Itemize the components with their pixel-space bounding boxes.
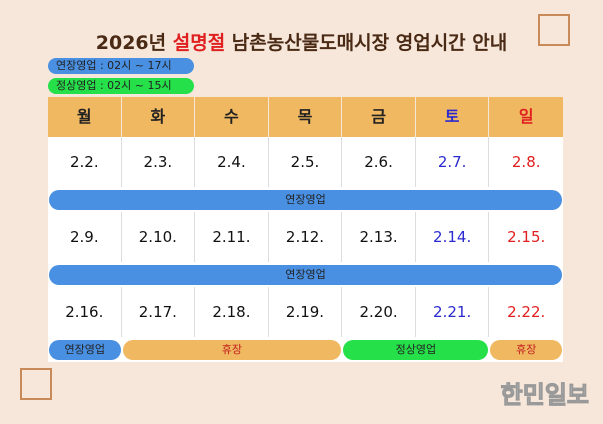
- date-cell: 2.8.: [511, 153, 541, 171]
- day-header: 월: [48, 97, 122, 137]
- day-header: 토: [416, 97, 490, 137]
- date-cell: 2.9.: [48, 212, 122, 262]
- date-cell: 2.5.: [269, 137, 343, 187]
- logo: 한민일보: [500, 381, 589, 410]
- date-cell: 2.19.: [269, 287, 343, 337]
- date-cell: 2.11.: [195, 212, 269, 262]
- date-row: 2.9. 2.10. 2.11. 2.12. 2.13. 2.14. 2.15.: [48, 212, 563, 262]
- status-band: 연장영업: [49, 189, 562, 210]
- status-band: 연장영업: [49, 264, 562, 285]
- date-cell: 2.20.: [342, 287, 416, 337]
- status-band: 휴장: [122, 339, 342, 360]
- date-cell: 2.22.: [507, 303, 546, 321]
- status-band: 정상영업: [343, 339, 489, 360]
- day-header: 일: [518, 107, 534, 126]
- band-row: 연장영업 휴장 정상영업 휴장: [48, 337, 563, 362]
- date-cell: 2.10.: [122, 212, 196, 262]
- date-cell: 2.18.: [195, 287, 269, 337]
- day-header: 화: [122, 97, 196, 137]
- title: 2026년 설명절 남촌농산물도매시장 영업시간 안내: [0, 28, 603, 55]
- legend-extended: 연장영업 : 02시 ~ 17시: [48, 58, 194, 74]
- date-cell: 2.12.: [269, 212, 343, 262]
- band-row: 연장영업: [48, 187, 563, 212]
- date-row: 2.16. 2.17. 2.18. 2.19. 2.20. 2.21. 2.22.: [48, 287, 563, 337]
- date-cell: 2.16.: [48, 287, 122, 337]
- title-part: 남촌농산물도매시장 영업시간 안내: [225, 32, 508, 54]
- date-cell: 2.13.: [342, 212, 416, 262]
- day-header: 목: [269, 97, 343, 137]
- band-row: 연장영업: [48, 262, 563, 287]
- date-cell: 2.15.: [507, 228, 546, 246]
- status-band: 연장영업: [49, 339, 121, 360]
- corner-deco: [20, 368, 52, 400]
- schedule-table: 월 화 수 목 금 토 일 2.2. 2.3. 2.4. 2.5. 2.6. 2.7. 2.8. 연장영업 2…: [48, 97, 563, 362]
- date-cell: 2.6.: [342, 137, 416, 187]
- date-cell: 2.21.: [416, 287, 490, 337]
- corner-deco: [538, 14, 570, 46]
- legend-normal: 정상영업 : 02시 ~ 15시: [48, 78, 194, 94]
- date-cell: 2.7.: [416, 137, 490, 187]
- day-header: 금: [342, 97, 416, 137]
- date-cell: 2.3.: [122, 137, 196, 187]
- title-part: 2026년: [95, 32, 173, 54]
- day-header: 수: [195, 97, 269, 137]
- date-row: 2.2. 2.3. 2.4. 2.5. 2.6. 2.7. 2.8.: [48, 137, 563, 187]
- date-cell: 2.14.: [416, 212, 490, 262]
- date-cell: 2.2.: [48, 137, 122, 187]
- date-cell: 2.17.: [122, 287, 196, 337]
- title-part: 설명절: [172, 32, 226, 54]
- date-cell: 2.4.: [195, 137, 269, 187]
- status-band: 휴장: [490, 339, 562, 360]
